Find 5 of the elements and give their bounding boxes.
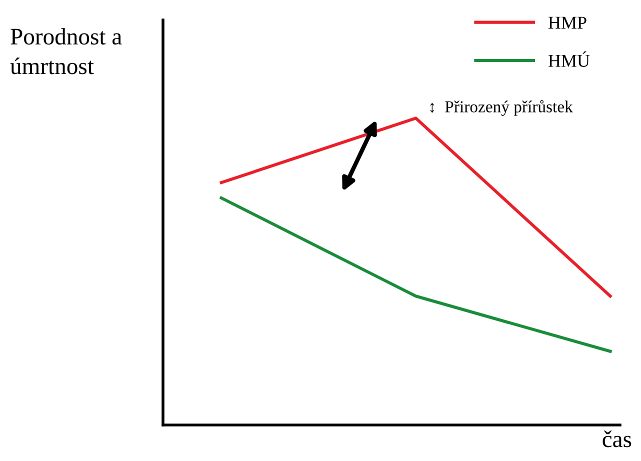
text: ↕ Přirozený přírůstek: [430, 100, 573, 116]
legend-label: HMÚ: [548, 51, 590, 67]
x-axis-title: čas: [602, 430, 632, 448]
legend-label: HMP: [548, 16, 586, 29]
y-axis-title: Porodnost a úmrtnost: [10, 28, 122, 74]
